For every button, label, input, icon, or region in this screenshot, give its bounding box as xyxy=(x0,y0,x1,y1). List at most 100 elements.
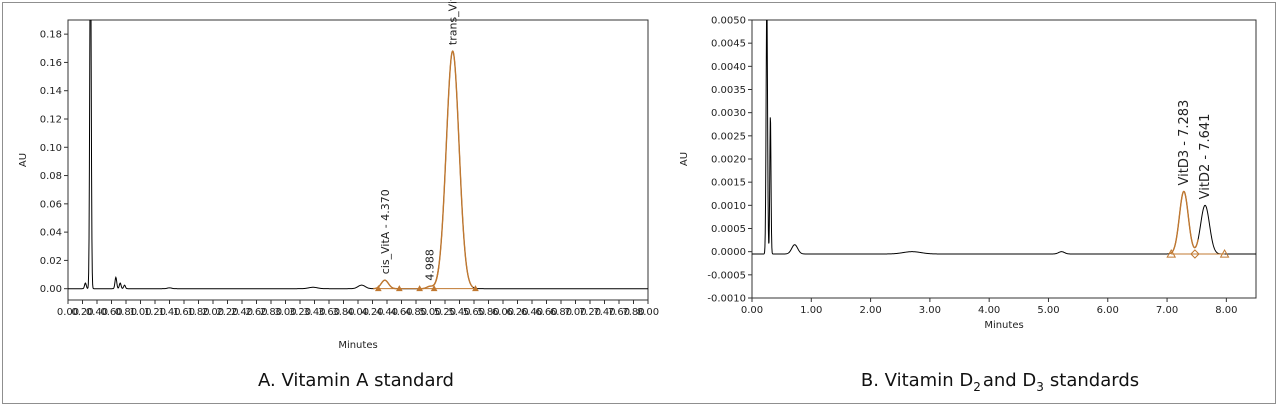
y-tick-label: 0.02 xyxy=(40,256,62,267)
baseline-marker xyxy=(374,285,382,292)
x-tick-label: 4.60 xyxy=(390,307,412,318)
x-tick-label: 4.00 xyxy=(347,307,369,318)
y-axis-label: AU xyxy=(679,152,690,166)
y-axis-label: AU xyxy=(18,153,29,167)
y-tick-label: 0.0010 xyxy=(711,201,746,212)
y-tick-label: -0.0005 xyxy=(707,270,746,281)
x-tick-label: 5.80 xyxy=(477,307,499,318)
x-tick-label: 3.00 xyxy=(919,305,941,316)
x-tick-label: 4.00 xyxy=(978,305,1000,316)
caption-b-suffix: standards xyxy=(1050,370,1139,391)
x-tick-label: 5.00 xyxy=(1037,305,1059,316)
x-tick-label: 2.40 xyxy=(231,307,253,318)
y-tick-label: 0.0050 xyxy=(711,16,746,27)
x-tick-label: 7.00 xyxy=(1156,305,1178,316)
x-tick-label: 2.80 xyxy=(260,307,282,318)
y-tick-label: 0.0030 xyxy=(711,108,746,119)
x-tick-label: 7.80 xyxy=(622,307,644,318)
y-tick-label: 0.04 xyxy=(40,228,62,239)
y-tick-label: 0.14 xyxy=(40,86,62,97)
caption-a: A. Vitamin A standard xyxy=(258,370,454,391)
x-axis-label: Minutes xyxy=(338,340,377,351)
y-tick-label: 0.0035 xyxy=(711,85,746,96)
caption-b: B. Vitamin D2 and D3 standards xyxy=(861,370,1139,394)
x-tick-label: 5.40 xyxy=(448,307,470,318)
panel-b-vitamin-d: 0.00 1.00 2.00 3.00 4.00 5.00 6.00 7.00 8.00 -0.0… xyxy=(679,16,1257,331)
peak-label: VitD2 - 7.641 xyxy=(1198,114,1213,200)
x-tick-label: 8.00 xyxy=(637,307,659,318)
peak-label: 4.988 xyxy=(424,249,437,281)
x-tick-label: 8.00 xyxy=(1215,305,1237,316)
x-tick-label: 7.40 xyxy=(593,307,615,318)
y-tick-label: 0.10 xyxy=(40,143,62,154)
y-tick-label: 0.0020 xyxy=(711,155,746,166)
y-tick-label: 0.0005 xyxy=(711,224,746,235)
x-tick-label: 1.60 xyxy=(173,307,195,318)
peak-label: VitD3 - 7.283 xyxy=(1177,100,1192,186)
x-tick-label: 0.00 xyxy=(741,305,763,316)
x-tick-label: 6.00 xyxy=(1097,305,1119,316)
y-tick-label: 0.0015 xyxy=(711,178,746,189)
x-tick-label: 6.20 xyxy=(506,307,528,318)
x-tick-label: 2.20 xyxy=(216,307,238,318)
baseline-marker xyxy=(1219,248,1230,258)
x-tick-label: 4.80 xyxy=(405,307,427,318)
y-tick-label: -0.0010 xyxy=(707,294,746,305)
x-tick-label: 3.80 xyxy=(332,307,354,318)
x-tick-label: 3.20 xyxy=(289,307,311,318)
peak-label: cis_VitA - 4.370 xyxy=(379,189,392,274)
x-tick-label: 4.20 xyxy=(361,307,383,318)
x-tick-label: 0.60 xyxy=(100,307,122,318)
chromatogram-trace xyxy=(68,20,648,290)
x-tick-label: 0.20 xyxy=(71,307,93,318)
x-tick-label: 6.60 xyxy=(535,307,557,318)
x-tick-label: 1.40 xyxy=(158,307,180,318)
integrated-peak xyxy=(1169,190,1199,255)
x-tick-label: 0.40 xyxy=(86,307,108,318)
baseline-marker xyxy=(430,285,438,292)
x-tick-label: 6.80 xyxy=(550,307,572,318)
x-tick-label: 7.20 xyxy=(579,307,601,318)
x-tick-label: 3.60 xyxy=(318,307,340,318)
x-tick-label: 6.00 xyxy=(492,307,514,318)
x-tick-label: 3.40 xyxy=(303,307,325,318)
x-tick-label: 2.00 xyxy=(202,307,224,318)
caption-b-sub-3: 3 xyxy=(1036,380,1044,394)
x-tick-label: 5.60 xyxy=(463,307,485,318)
baseline-marker xyxy=(1166,248,1177,258)
x-tick-label: 1.80 xyxy=(187,307,209,318)
y-tick-label: 0.06 xyxy=(40,199,62,210)
y-tick-label: 0.12 xyxy=(40,114,62,125)
baseline-marker xyxy=(416,285,423,292)
x-tick-label: 3.00 xyxy=(274,307,296,318)
y-tick-label: 0.18 xyxy=(40,30,62,41)
caption-b-prefix: B. Vitamin D xyxy=(861,370,973,391)
x-tick-label: 5.20 xyxy=(434,307,456,318)
x-tick-label: 1.00 xyxy=(800,305,822,316)
baseline-marker xyxy=(472,285,479,292)
integrated-peak xyxy=(432,50,474,288)
plot-area xyxy=(67,19,649,301)
x-tick-label: 0.80 xyxy=(115,307,137,318)
x-axis-label: Minutes xyxy=(984,320,1023,331)
x-tick-label: 7.60 xyxy=(608,307,630,318)
peak-label: trans_VitA - 5.306 xyxy=(447,0,460,45)
y-tick-label: 0.0040 xyxy=(711,62,746,73)
panel-a-vitamin-a: 0.000.200.400.600.801.001.201.401.601.80… xyxy=(18,0,659,351)
x-tick-label: 2.60 xyxy=(245,307,267,318)
x-tick-label: 7.00 xyxy=(564,307,586,318)
caption-b-middle: and D xyxy=(983,370,1036,391)
y-tick-label: 0.16 xyxy=(40,58,62,69)
baseline-marker xyxy=(1190,249,1200,259)
y-tick-label: 0.0045 xyxy=(711,39,746,50)
x-tick-label: 1.20 xyxy=(144,307,166,318)
baseline-marker xyxy=(395,285,403,292)
x-tick-label: 6.40 xyxy=(521,307,543,318)
y-tick-label: 0.0025 xyxy=(711,131,746,142)
x-tick-label: 0.00 xyxy=(57,307,79,318)
caption-b-sub-2: 2 xyxy=(973,380,981,394)
y-tick-label: 0.0000 xyxy=(711,247,746,258)
